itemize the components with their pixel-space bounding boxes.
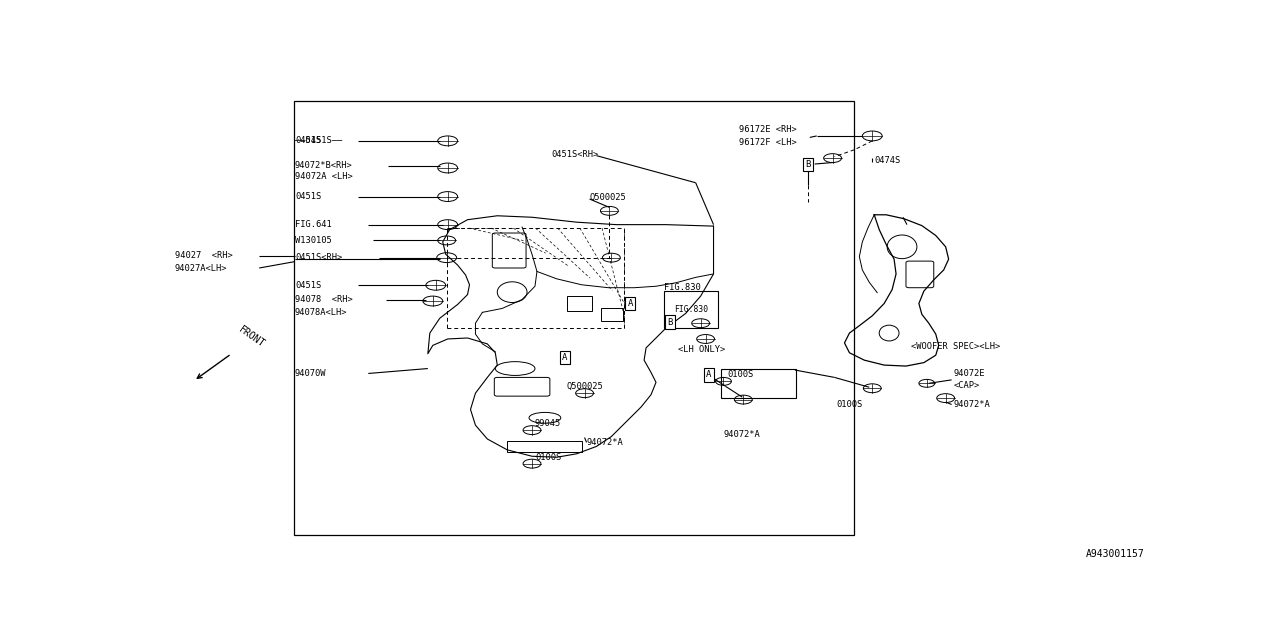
Text: <CAP>: <CAP> [954, 381, 980, 390]
Bar [664, 291, 718, 328]
Text: 0451S: 0451S [294, 192, 321, 201]
Text: 99045: 99045 [535, 419, 561, 428]
Text: 0100S: 0100S [535, 452, 561, 461]
Text: <LH ONLY>: <LH ONLY> [678, 345, 724, 354]
Bar [722, 369, 796, 398]
Text: FIG.830: FIG.830 [673, 305, 708, 314]
Text: 0451S: 0451S [294, 281, 321, 290]
Text: 0100S: 0100S [837, 400, 863, 409]
Text: Q500025: Q500025 [590, 193, 626, 202]
Text: 94027A<LH>: 94027A<LH> [175, 264, 228, 273]
Text: 0100S: 0100S [727, 371, 754, 380]
Text: FIG.641: FIG.641 [294, 220, 332, 229]
Text: A: A [627, 299, 632, 308]
Bar [567, 296, 591, 311]
Text: 94072*A: 94072*A [954, 400, 991, 409]
Text: 0451S<RH>: 0451S<RH> [552, 150, 599, 159]
Text: 94072*B<RH>: 94072*B<RH> [294, 161, 353, 170]
Text: W130105: W130105 [294, 236, 332, 245]
Bar [294, 102, 855, 535]
Text: <WOOFER SPEC><LH>: <WOOFER SPEC><LH> [911, 342, 1000, 351]
Text: A: A [562, 353, 567, 362]
Text: FRONT: FRONT [237, 324, 266, 350]
Text: 94078  <RH>: 94078 <RH> [294, 295, 353, 304]
Text: 94027  <RH>: 94027 <RH> [175, 251, 233, 260]
Text: 0474S: 0474S [874, 156, 901, 165]
Text: 94072E: 94072E [954, 369, 986, 378]
Text: 96172F <LH>: 96172F <LH> [740, 138, 797, 147]
Bar [507, 442, 581, 452]
Text: B: B [667, 317, 672, 326]
Text: 94072*A: 94072*A [586, 438, 623, 447]
Text: A943001157: A943001157 [1087, 548, 1146, 559]
Text: ——0451S——: ——0451S—— [294, 136, 342, 145]
Text: A: A [705, 371, 712, 380]
Text: B: B [805, 160, 810, 169]
Text: 96172E <RH>: 96172E <RH> [740, 125, 797, 134]
Text: FIG.830: FIG.830 [664, 283, 700, 292]
Text: 94070W: 94070W [294, 369, 326, 378]
Text: 0451S<RH>: 0451S<RH> [294, 253, 342, 262]
Text: Q500025: Q500025 [567, 382, 603, 391]
Text: 94078A<LH>: 94078A<LH> [294, 308, 347, 317]
Text: 0451S: 0451S [294, 136, 321, 145]
Text: 94072A <LH>: 94072A <LH> [294, 172, 353, 181]
Bar [602, 308, 623, 321]
Text: 94072*A: 94072*A [723, 429, 760, 438]
